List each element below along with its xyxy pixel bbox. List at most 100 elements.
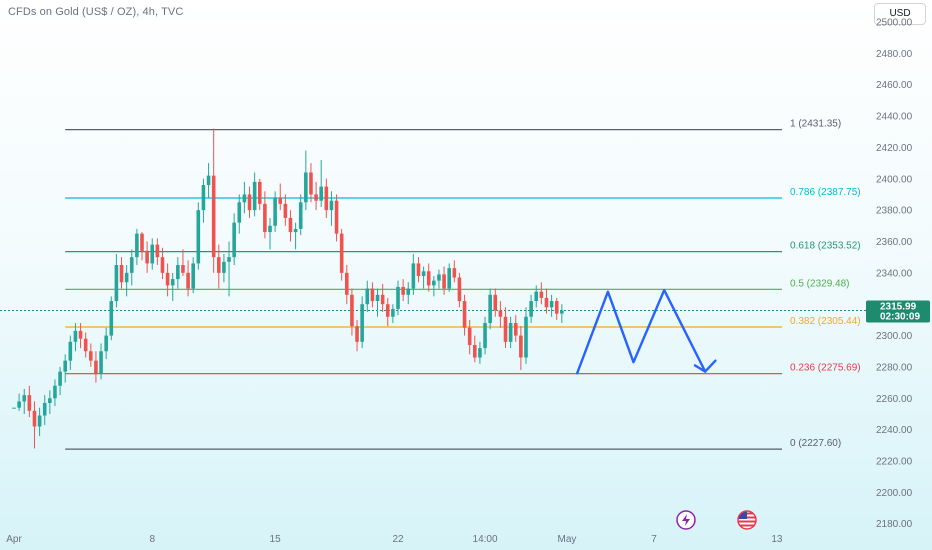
candle — [196, 202, 201, 270]
price-tick-label: 2500.00 — [876, 17, 913, 28]
time-tick-label: May — [558, 534, 577, 545]
price-tick-label: 2460.00 — [876, 80, 913, 91]
candle — [268, 217, 272, 250]
candle — [457, 272, 462, 308]
candle-body — [217, 257, 221, 273]
candle — [411, 254, 416, 295]
candle — [416, 257, 421, 283]
candle — [473, 335, 477, 363]
candle — [385, 297, 390, 327]
candle — [83, 332, 88, 358]
candle-body — [94, 360, 98, 374]
candle-body — [365, 288, 370, 305]
candle — [42, 395, 47, 425]
candle-body — [48, 398, 52, 403]
candle — [140, 232, 144, 261]
candle — [524, 307, 528, 364]
candle-body — [554, 301, 559, 314]
candle-body — [462, 301, 467, 328]
candle — [324, 178, 329, 218]
pattern-drawing[interactable] — [576, 288, 717, 375]
candle — [150, 238, 155, 270]
fib-level-label: 0.5 (2329.48) — [790, 278, 850, 289]
candle-body — [401, 286, 405, 295]
candle-body — [519, 335, 523, 358]
chart-title: CFDs on Gold (US$ / OZ), 4h, TVC — [8, 6, 184, 18]
candle-body — [232, 222, 236, 258]
candle — [426, 263, 431, 292]
candle — [396, 280, 400, 316]
candle — [32, 401, 37, 449]
candle-body — [22, 395, 27, 402]
candle — [247, 186, 252, 218]
candle — [263, 191, 267, 239]
candle-body — [442, 274, 446, 289]
price-tick-label: 2360.00 — [876, 237, 913, 248]
candle-body — [104, 335, 108, 352]
time-tick-label: 22 — [392, 534, 404, 545]
candle-body — [227, 257, 231, 262]
candle-body — [37, 415, 42, 427]
candle-body — [426, 271, 431, 286]
candle — [237, 194, 242, 234]
candle — [503, 307, 508, 349]
candle-body — [529, 301, 533, 317]
us-flag-icon[interactable] — [737, 510, 757, 530]
candle — [22, 388, 27, 414]
price-tick-label: 2340.00 — [876, 268, 913, 279]
candle-body — [237, 202, 242, 223]
candle-body — [191, 263, 195, 289]
candle-body — [539, 291, 544, 298]
time-axis[interactable]: Apr 8 15 22 14:00 May 7 13 — [6, 534, 783, 545]
candle-body — [268, 225, 272, 233]
lightning-icon[interactable] — [676, 510, 696, 530]
candle-body — [396, 286, 400, 309]
candle-body — [452, 268, 457, 278]
candle — [488, 288, 492, 330]
candle-body — [42, 402, 47, 416]
fibonacci-retracement[interactable]: 1 (2431.35) 0.786 (2387.75) 0.618 (2353.52… — [65, 119, 861, 450]
candle — [283, 194, 288, 226]
candle-body — [416, 263, 421, 276]
candle — [462, 294, 467, 336]
candle-body — [488, 294, 492, 324]
candle-body — [283, 203, 288, 218]
price-tick-label: 2440.00 — [876, 112, 913, 123]
candle — [278, 183, 283, 211]
candle — [155, 238, 160, 265]
candle-body — [503, 316, 508, 342]
candle — [360, 296, 364, 349]
candle-body — [432, 280, 436, 286]
candle-body — [58, 371, 62, 386]
fib-level-label: 1 (2431.35) — [790, 119, 841, 130]
event-markers[interactable] — [676, 510, 757, 530]
candle — [560, 304, 564, 324]
candle-body — [119, 265, 124, 283]
candle-body — [150, 244, 155, 264]
candle-body — [560, 310, 564, 314]
candle-body — [12, 407, 16, 409]
candle — [334, 194, 339, 242]
candle-body — [78, 330, 83, 339]
price-axis[interactable]: 2500.00 2480.00 2460.00 2440.00 2420.00 2400.… — [876, 17, 913, 530]
candle — [135, 228, 139, 265]
candle — [176, 257, 180, 289]
price-tick-label: 2380.00 — [876, 206, 913, 217]
candle-body — [437, 274, 441, 281]
fib-level-label: 0 (2227.60) — [790, 438, 841, 449]
candle-body — [339, 233, 344, 273]
candle-body — [350, 294, 354, 327]
price-tick-label: 2220.00 — [876, 457, 913, 468]
currency-button[interactable]: USD — [874, 3, 926, 25]
candle-body — [135, 233, 139, 258]
candle — [293, 222, 298, 250]
candle — [554, 297, 559, 320]
candle — [27, 385, 32, 418]
pattern-polyline[interactable] — [576, 288, 717, 375]
fib-level-label: 0.382 (2305.44) — [790, 316, 861, 327]
candle-body — [355, 326, 359, 342]
candle — [145, 241, 149, 273]
candle — [544, 288, 549, 314]
price-tick-label: 2400.00 — [876, 174, 913, 185]
